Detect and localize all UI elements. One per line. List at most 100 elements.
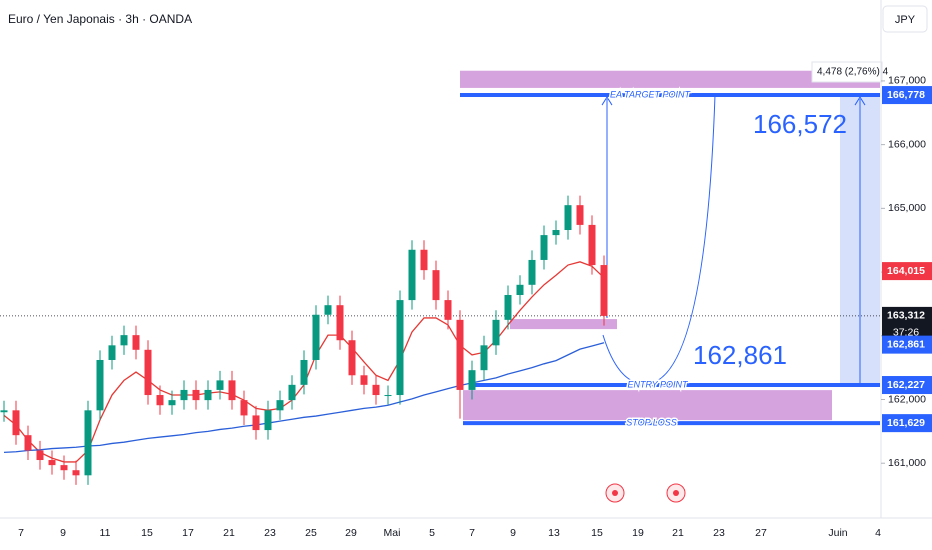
- x-tick-label: 17: [182, 527, 194, 539]
- x-tick-label: 23: [264, 527, 276, 539]
- candle-body: [396, 300, 404, 396]
- candle-body: [372, 384, 380, 396]
- candle-body: [492, 319, 500, 346]
- x-tick-label: 25: [305, 527, 317, 539]
- x-tick-label: 9: [60, 527, 66, 539]
- candle-body: [276, 400, 284, 411]
- x-tick-label: 15: [141, 527, 153, 539]
- candle-body: [516, 284, 524, 295]
- chart-title: Euro / Yen Japonais · 3h · OANDA: [8, 12, 192, 26]
- x-tick-label: 13: [548, 527, 560, 539]
- x-tick-label: 27: [755, 527, 767, 539]
- candle-body: [600, 265, 608, 316]
- candle-body: [108, 345, 116, 360]
- candle-body: [60, 465, 68, 471]
- candle-body: [420, 249, 428, 271]
- candle-body: [552, 230, 560, 236]
- candle-body: [324, 305, 332, 315]
- candle-body: [36, 450, 44, 461]
- candle-body: [528, 259, 536, 285]
- y-tick-label: 165,000: [888, 202, 926, 214]
- x-tick-label: 11: [100, 527, 111, 539]
- candle-body: [348, 340, 356, 376]
- candle-body: [228, 380, 236, 401]
- candle-body: [240, 400, 248, 416]
- candle-body: [456, 319, 464, 390]
- x-tick-label: 21: [223, 527, 235, 539]
- candle-body: [588, 224, 596, 266]
- measure-box: [811, 61, 883, 83]
- candle-body: [564, 205, 572, 231]
- candle-body: [96, 359, 104, 411]
- x-tick-label: 7: [18, 527, 24, 539]
- target-annotation: 166,572: [753, 109, 847, 139]
- candle-body: [48, 460, 56, 466]
- candle-body: [288, 384, 296, 401]
- candle-body: [408, 249, 416, 301]
- candle-body: [204, 389, 212, 401]
- candle-body: [252, 415, 260, 431]
- projection-curve: [602, 95, 716, 385]
- candle-body: [120, 335, 128, 346]
- candle-body: [576, 205, 584, 225]
- level-label: EA TARGET POINT: [610, 89, 692, 99]
- candle-body: [360, 375, 368, 385]
- candle-body: [132, 335, 140, 350]
- x-tick-label: 29: [345, 527, 357, 539]
- candle-body: [264, 410, 272, 431]
- candle-body: [216, 380, 224, 390]
- price-tag-label: 162,861: [887, 338, 925, 350]
- measure-label: 4,478 (2,76%) 4: [817, 67, 889, 78]
- candle-body: [432, 270, 440, 301]
- zone: [510, 319, 617, 330]
- currency-button[interactable]: [882, 5, 928, 33]
- x-tick-label: 5: [429, 527, 435, 539]
- candle-body: [84, 410, 92, 476]
- zone: [463, 390, 832, 421]
- candle-body: [540, 235, 548, 260]
- candle-body: [0, 410, 8, 413]
- candle-body: [504, 294, 512, 320]
- price-tag-label: 166,778: [887, 89, 925, 101]
- x-tick-label: 4: [875, 527, 881, 539]
- candle-body: [444, 300, 452, 320]
- price-tag: [882, 86, 932, 105]
- candle-body: [12, 410, 20, 436]
- x-tick-label: 23: [713, 527, 725, 539]
- x-tick-label: 9: [510, 527, 516, 539]
- candle-body: [468, 370, 476, 390]
- price-tag-label: 161,629: [887, 417, 925, 429]
- y-tick-label: 162,000: [888, 393, 926, 405]
- event-icon-dot: [612, 490, 618, 496]
- candle-body: [24, 435, 32, 451]
- x-tick-label: Mai: [384, 527, 401, 539]
- x-tick-label: Juin: [828, 527, 847, 539]
- y-tick-label: 166,000: [888, 138, 926, 150]
- candle-body: [480, 345, 488, 371]
- event-icon-dot: [673, 490, 679, 496]
- candle-body: [168, 400, 176, 406]
- price-tag-label: 163,312: [887, 310, 925, 322]
- price-tag: [882, 262, 932, 281]
- x-tick-label: 19: [632, 527, 644, 539]
- level-label: STOP LOSS: [626, 418, 677, 428]
- price-tag: [882, 414, 932, 433]
- candle-body: [72, 470, 80, 476]
- moving-average: [3, 342, 605, 454]
- x-tick-label: 15: [591, 527, 603, 539]
- currency-label: JPY: [895, 14, 916, 26]
- candle-body: [144, 349, 152, 396]
- price-tag: [882, 335, 932, 354]
- entry-annotation: 162,861: [693, 340, 787, 370]
- candle-body: [312, 314, 320, 360]
- candle-body: [180, 389, 188, 401]
- price-tag-label: 162,227: [887, 379, 925, 391]
- price-tag: [882, 376, 932, 395]
- x-tick-label: 7: [469, 527, 475, 539]
- level-label: ENTRY POINT: [627, 379, 689, 389]
- price-tag-label: 164,015: [887, 265, 925, 277]
- y-tick-label: 167,000: [888, 75, 926, 87]
- candle-body: [336, 305, 344, 341]
